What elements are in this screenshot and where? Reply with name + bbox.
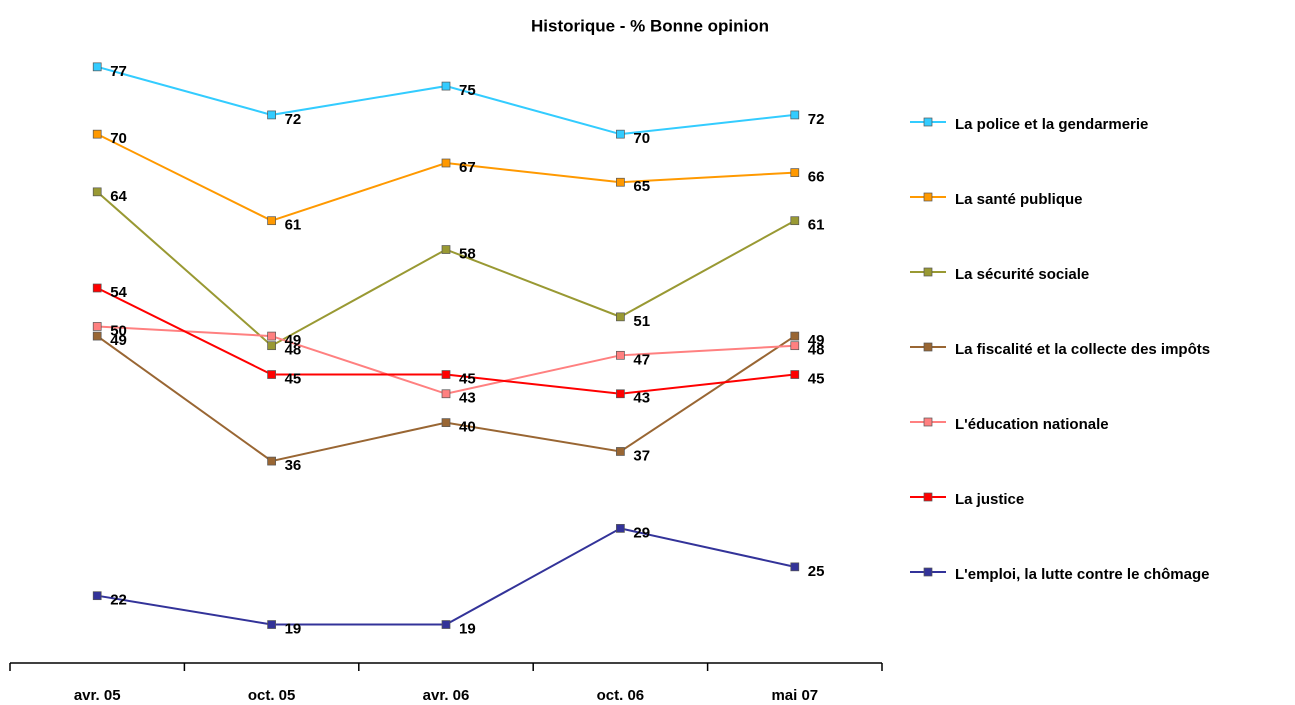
marker: [267, 370, 276, 379]
data-label: 70: [633, 130, 650, 147]
legend-marker: [923, 417, 933, 427]
series-line: [96, 191, 796, 347]
marker: [92, 129, 102, 139]
marker: [92, 591, 102, 601]
marker: [267, 110, 276, 120]
marker: [267, 331, 276, 341]
data-label: 72: [285, 111, 302, 128]
data-label: 66: [808, 169, 825, 186]
legend-label: La sécurité sociale: [955, 266, 1089, 283]
data-label: 75: [459, 82, 476, 99]
marker: [441, 389, 451, 399]
marker: [267, 216, 276, 226]
marker: [92, 283, 102, 293]
data-label: 61: [285, 217, 302, 234]
data-label: 51: [633, 313, 650, 330]
series-line: [96, 65, 795, 136]
marker: [92, 331, 102, 341]
marker: [441, 620, 451, 629]
legend-label: La justice: [955, 491, 1024, 508]
data-label: 49: [808, 332, 825, 349]
data-label: 70: [110, 130, 127, 147]
marker: [441, 81, 451, 91]
data-label: 37: [633, 447, 650, 464]
marker: [616, 177, 625, 187]
x-tick-label: avr. 05: [74, 687, 121, 704]
marker: [616, 350, 625, 360]
data-label: 43: [459, 390, 476, 407]
marker: [441, 418, 451, 427]
data-label: 45: [459, 371, 476, 388]
x-tick-label: oct. 06: [597, 687, 645, 704]
data-label: 49: [110, 332, 127, 349]
x-tick-label: oct. 05: [248, 687, 296, 704]
series-line: [96, 133, 795, 222]
marker: [92, 62, 102, 72]
data-label: 22: [110, 592, 127, 609]
legend-marker: [923, 492, 933, 502]
marker: [441, 158, 451, 168]
marker: [92, 322, 102, 331]
marker: [790, 331, 800, 341]
legend-marker: [923, 267, 933, 277]
marker: [616, 389, 625, 399]
data-label: 47: [633, 351, 650, 368]
marker: [616, 129, 625, 139]
marker: [616, 312, 625, 322]
data-label: 72: [808, 111, 825, 128]
data-label: 77: [110, 63, 127, 80]
marker: [92, 187, 102, 197]
marker: [790, 168, 800, 177]
marker: [790, 562, 800, 572]
data-label: 45: [285, 371, 302, 388]
data-label: 64: [110, 188, 127, 205]
data-label: 29: [633, 524, 650, 541]
legend-label: L'emploi, la lutte contre le chômage: [955, 566, 1209, 583]
series-line: [97, 325, 795, 395]
data-label: 50: [110, 322, 127, 339]
chart-title: Historique - % Bonne opinion: [531, 16, 769, 35]
x-tick-label: avr. 06: [423, 687, 470, 704]
x-tick-label: mai 07: [771, 687, 818, 704]
data-label: 36: [285, 457, 302, 474]
data-label: 65: [633, 178, 650, 195]
legend-label: La police et la gendarmerie: [955, 116, 1148, 133]
marker: [267, 456, 276, 466]
series-line: [97, 527, 796, 626]
marker: [267, 620, 276, 629]
marker: [441, 370, 451, 379]
data-label: 67: [459, 159, 476, 176]
marker: [616, 447, 625, 456]
data-label: 48: [808, 342, 825, 359]
marker: [441, 245, 451, 254]
data-label: 45: [808, 371, 825, 388]
marker: [790, 110, 800, 120]
legend-label: L'éducation nationale: [955, 416, 1109, 433]
data-label: 48: [285, 342, 302, 359]
legend-marker: [923, 567, 933, 577]
marker: [790, 341, 800, 351]
data-label: 54: [110, 284, 127, 301]
data-label: 43: [633, 390, 650, 407]
marker: [267, 341, 276, 351]
data-label: 40: [459, 419, 476, 436]
legend-label: La fiscalité et la collecte des impôts: [955, 341, 1210, 358]
data-label: 19: [285, 621, 302, 638]
marker: [616, 524, 625, 533]
data-label: 49: [285, 332, 302, 349]
series-line: [96, 335, 796, 463]
legend-label: La santé publique: [955, 191, 1083, 208]
marker: [790, 216, 800, 226]
marker: [790, 370, 800, 379]
legend-marker: [923, 117, 933, 127]
legend-marker: [923, 342, 933, 352]
legend-marker: [923, 192, 933, 202]
data-label: 61: [808, 217, 825, 234]
data-label: 58: [459, 246, 476, 263]
data-label: 19: [459, 621, 476, 638]
data-label: 25: [808, 563, 825, 580]
